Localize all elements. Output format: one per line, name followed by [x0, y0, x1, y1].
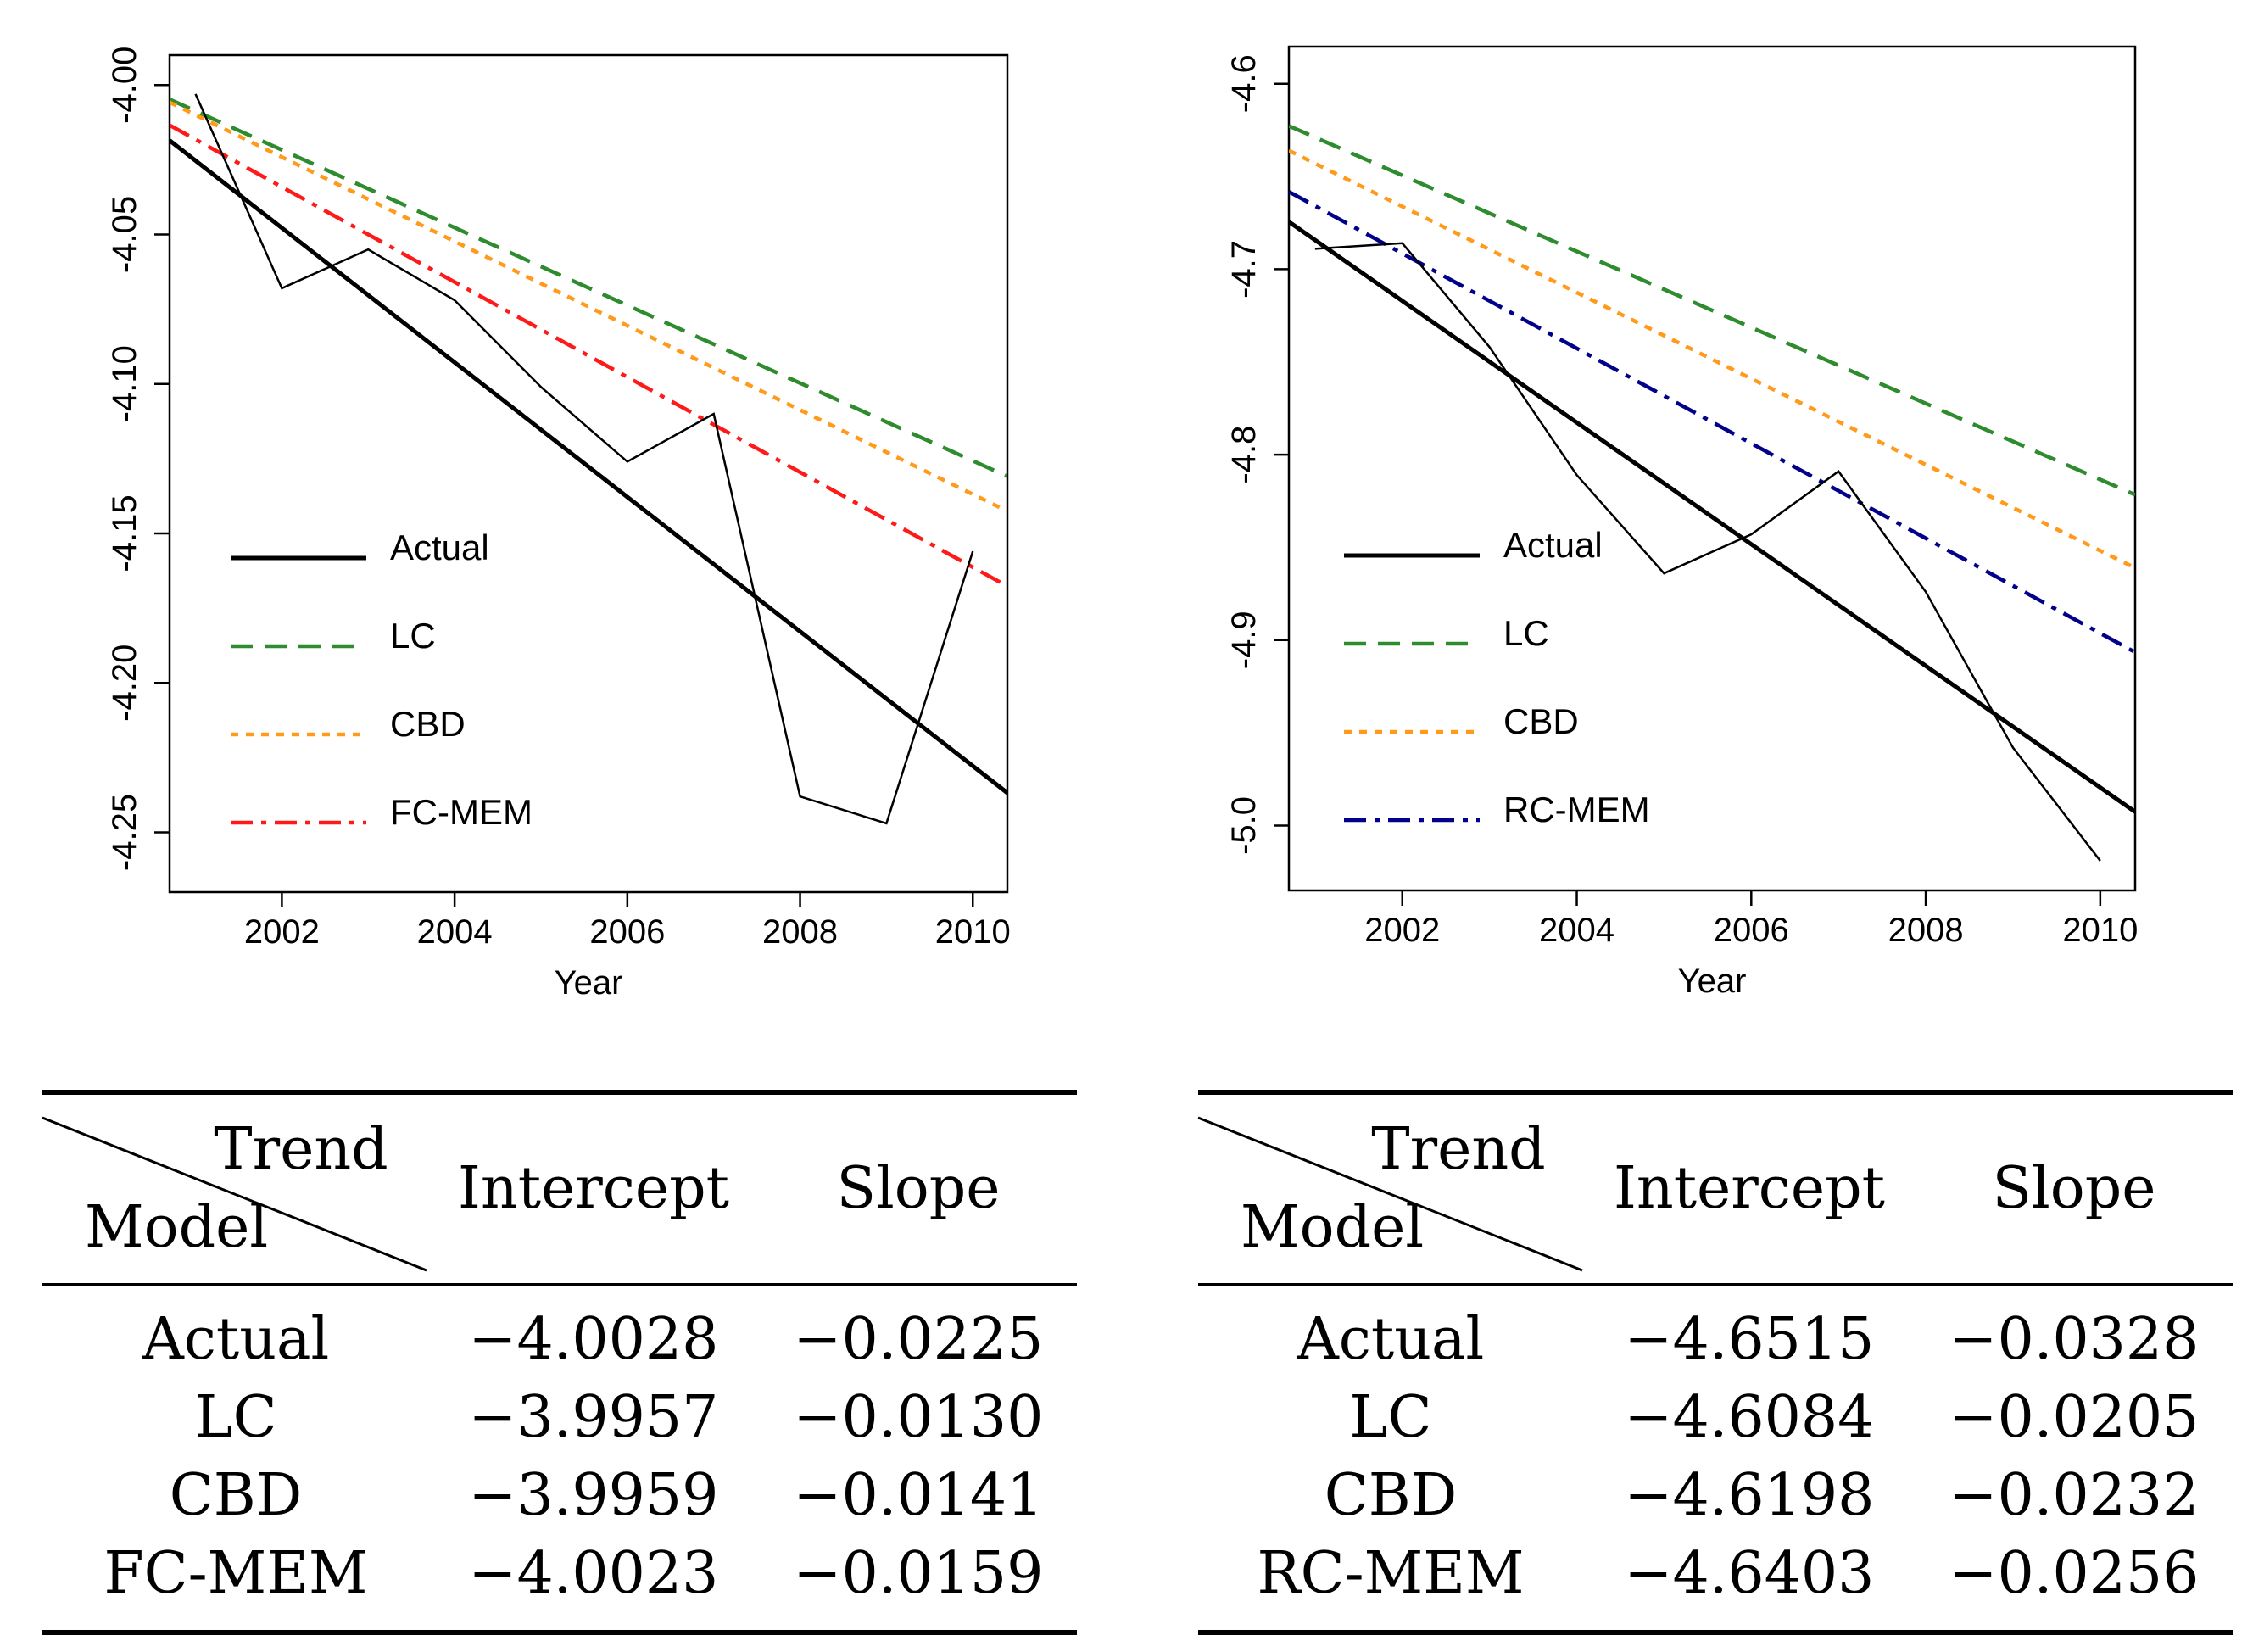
- y-tick-label: -4.00: [106, 47, 143, 124]
- x-tick-label: 2004: [417, 913, 493, 951]
- x-tick-label: 2008: [762, 913, 838, 951]
- row-slope: −0.0225: [794, 1306, 1044, 1373]
- row-model: Actual: [142, 1306, 330, 1373]
- legend-label-actual: Actual: [390, 527, 489, 567]
- observed-rate-line: [1314, 242, 2101, 862]
- trend-line-fc-mem: [170, 123, 1007, 589]
- row-slope: −0.0232: [1949, 1462, 2200, 1529]
- y-tick-label: -4.20: [106, 645, 143, 722]
- legend-label-lc: LC: [1503, 613, 1549, 653]
- row-slope: −0.0159: [794, 1540, 1044, 1607]
- row-model: CBD: [1324, 1462, 1458, 1529]
- x-axis-label: Year: [1678, 963, 1747, 1000]
- y-tick-label: -4.9: [1225, 611, 1263, 669]
- header-intercept: Intercept: [1614, 1155, 1885, 1222]
- row-model: CBD: [170, 1462, 303, 1529]
- trend-line-actual: [170, 138, 1007, 795]
- row-model: FC-MEM: [103, 1540, 367, 1607]
- y-tick-label: -4.7: [1225, 240, 1263, 299]
- header-slope: Slope: [1992, 1155, 2155, 1222]
- trend-line-lc: [1289, 124, 2135, 497]
- x-tick-label: 2004: [1539, 912, 1614, 949]
- header-intercept: Intercept: [458, 1155, 729, 1222]
- y-tick-label: -4.25: [106, 794, 143, 871]
- y-tick-label: -4.6: [1225, 54, 1263, 113]
- trend-line-rc-mem: [1289, 190, 2135, 655]
- corner-diagonal: [42, 1116, 427, 1272]
- y-tick-label: -4.8: [1225, 426, 1263, 484]
- x-tick-label: 2006: [1714, 912, 1789, 949]
- table-left: Trend Model Intercept Slope Actual −4.0028 −0.…: [42, 1090, 1077, 1635]
- chart-left: 2002 2004 2006 2008 2010 Year -4.00 -4.05 -4.10 -…: [106, 47, 1011, 1002]
- corner-model-label: Model: [85, 1194, 268, 1261]
- row-model: RC-MEM: [1257, 1540, 1524, 1607]
- plot-area: [1289, 124, 2135, 862]
- corner-diagonal: [1197, 1116, 1583, 1272]
- row-intercept: −4.0023: [469, 1540, 719, 1607]
- row-intercept: −4.6198: [1625, 1462, 1875, 1529]
- trend-line-cbd: [170, 100, 1007, 513]
- trend-line-cbd: [1289, 148, 2135, 570]
- plot-area: [170, 93, 1007, 825]
- header-slope: Slope: [836, 1155, 1000, 1222]
- legend-label-cbd: CBD: [390, 704, 466, 744]
- plot-frame: [168, 53, 1009, 894]
- x-tick-label: 2010: [935, 913, 1011, 951]
- y-tick-label: -5.0: [1225, 796, 1263, 855]
- row-intercept: −4.6084: [1625, 1384, 1875, 1451]
- x-tick-label: 2008: [1888, 912, 1964, 949]
- row-intercept: −4.6403: [1625, 1540, 1875, 1607]
- y-tick-label: -4.10: [106, 345, 143, 422]
- row-model: LC: [1349, 1384, 1431, 1451]
- corner-trend-label: Trend: [214, 1116, 388, 1183]
- corner-trend-label: Trend: [1371, 1116, 1545, 1183]
- row-intercept: −4.0028: [469, 1306, 719, 1373]
- x-axis-label: Year: [555, 964, 623, 1002]
- corner-model-label: Model: [1241, 1194, 1424, 1261]
- trend-line-lc: [170, 98, 1007, 478]
- row-intercept: −3.9957: [469, 1384, 719, 1451]
- table-right: Trend Model Intercept Slope Actual −4.6515 −0.…: [1197, 1090, 2233, 1635]
- observed-rate-line: [194, 93, 974, 825]
- chart-right: 2002 2004 2006 2008 2010 Year -4.6 -4.7 -4.8 -4.9…: [1225, 45, 2138, 1000]
- plot-frame: [1287, 45, 2137, 892]
- y-tick-label: -4.05: [106, 196, 143, 273]
- legend-label-rc-mem: RC-MEM: [1503, 790, 1650, 829]
- row-intercept: −4.6515: [1625, 1306, 1875, 1373]
- x-tick-label: 2006: [589, 913, 665, 951]
- row-model: LC: [194, 1384, 276, 1451]
- legend-label-fc-mem: FC-MEM: [390, 792, 533, 832]
- row-slope: −0.0256: [1949, 1540, 2200, 1607]
- x-tick-label: 2010: [2062, 912, 2138, 949]
- row-intercept: −3.9959: [469, 1462, 719, 1529]
- row-slope: −0.0328: [1949, 1306, 2200, 1373]
- y-tick-label: -4.15: [106, 494, 143, 572]
- row-slope: −0.0141: [794, 1462, 1044, 1529]
- legend-label-lc: LC: [390, 616, 436, 656]
- row-model: Actual: [1297, 1306, 1485, 1373]
- legend-label-cbd: CBD: [1503, 701, 1579, 741]
- row-slope: −0.0130: [794, 1384, 1044, 1451]
- x-tick-label: 2002: [244, 913, 320, 951]
- row-slope: −0.0205: [1949, 1384, 2200, 1451]
- x-tick-label: 2002: [1364, 912, 1440, 949]
- legend-label-actual: Actual: [1503, 525, 1603, 565]
